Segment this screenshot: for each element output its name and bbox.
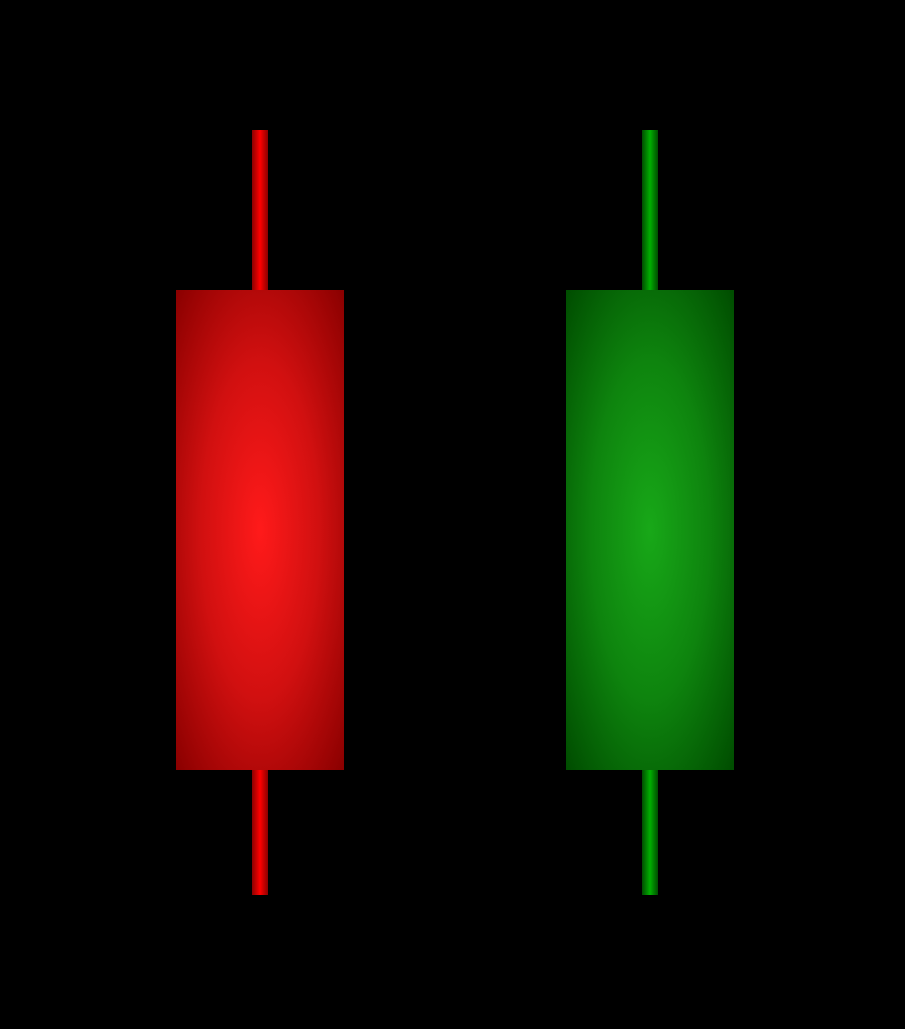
bullish-candle (566, 130, 734, 895)
candlestick-diagram (0, 0, 905, 1024)
bearish-body (176, 290, 344, 770)
bullish-upper-wick (642, 130, 658, 290)
bullish-body (566, 290, 734, 770)
candlestick-svg (0, 0, 905, 1024)
bullish-lower-wick (642, 770, 658, 895)
bearish-upper-wick (252, 130, 268, 290)
bearish-lower-wick (252, 770, 268, 895)
bearish-candle (176, 130, 344, 895)
